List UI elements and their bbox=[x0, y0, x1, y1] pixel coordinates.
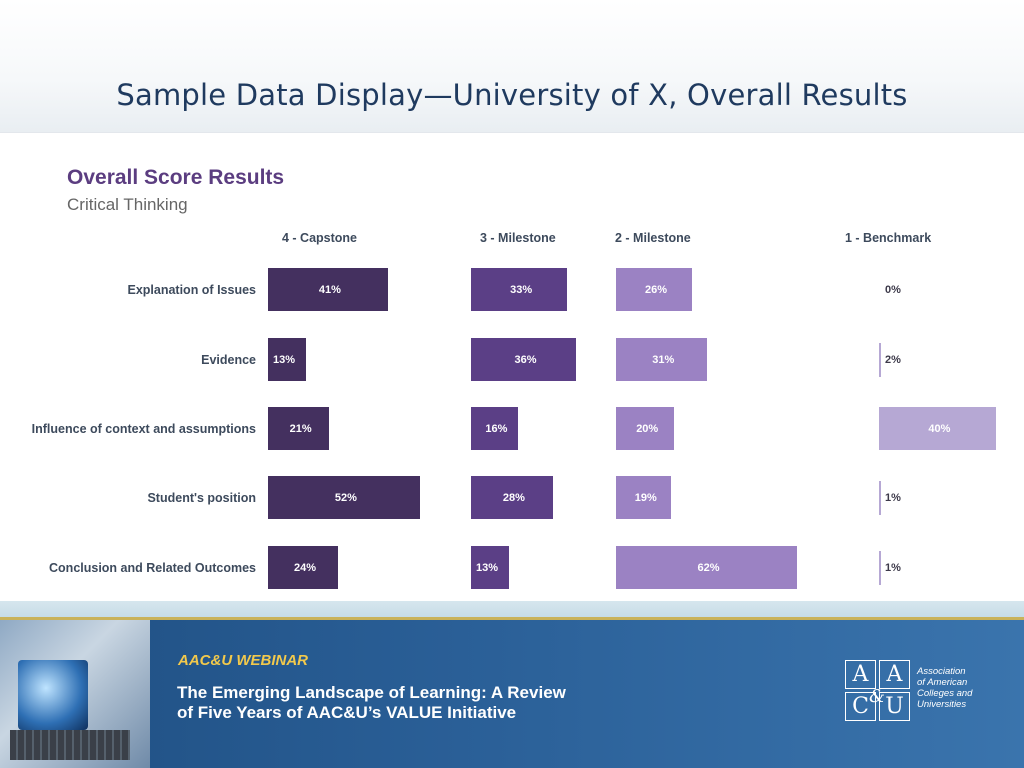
legend-2-milestone: 2 - Milestone bbox=[615, 231, 691, 245]
bar-4-capstone-explanation-of-issues bbox=[268, 268, 388, 311]
logo-letter-3: C bbox=[845, 692, 876, 721]
bar-1-benchmark-evidence bbox=[879, 343, 881, 377]
slide-title: Sample Data Display—University of X, Ove… bbox=[116, 78, 908, 112]
chart-subtitle: Critical Thinking bbox=[67, 195, 188, 214]
org-name-line-4: Universities bbox=[917, 699, 967, 710]
divider-band bbox=[0, 601, 1024, 619]
legend-1-benchmark: 1 - Benchmark bbox=[845, 231, 932, 245]
category-label-student-s-position: Student's position bbox=[147, 491, 256, 505]
data-label-3-milestone-student-s-position: 28% bbox=[502, 492, 525, 504]
category-label-evidence: Evidence bbox=[201, 353, 256, 367]
org-name-line-2: of American bbox=[917, 677, 968, 688]
bar-4-capstone-conclusion-and-related-outcomes bbox=[268, 546, 339, 589]
bar-2-milestone-influence-of-context-and-assumptions bbox=[616, 407, 675, 450]
data-label-4-capstone-conclusion-and-related-outcomes: 24% bbox=[294, 562, 317, 574]
globe-screen-icon bbox=[18, 660, 88, 730]
bar-4-capstone-evidence bbox=[268, 338, 306, 381]
slide-header bbox=[0, 0, 1024, 132]
logo-ampersand: & bbox=[869, 686, 886, 707]
bar-4-capstone-student-s-position bbox=[268, 476, 420, 519]
org-name: Association of American Colleges and Uni… bbox=[917, 666, 987, 710]
bar-3-milestone-explanation-of-issues bbox=[471, 268, 568, 311]
bar-2-milestone-evidence bbox=[616, 338, 707, 381]
data-label-3-milestone-evidence: 36% bbox=[514, 354, 537, 366]
logo-letter-4: U bbox=[879, 692, 910, 721]
bar-3-milestone-student-s-position bbox=[471, 476, 553, 519]
data-label-2-milestone-student-s-position: 19% bbox=[634, 492, 657, 504]
chart-title: Overall Score Results bbox=[67, 166, 285, 189]
divider-line bbox=[0, 617, 1024, 620]
data-label-2-milestone-influence-of-context-and-assumptions: 20% bbox=[636, 423, 659, 435]
data-label-3-milestone-explanation-of-issues: 33% bbox=[510, 284, 533, 296]
data-label-1-benchmark-influence-of-context-and-assumptions: 40% bbox=[928, 423, 951, 435]
data-label-1-benchmark-student-s-position: 1% bbox=[885, 492, 901, 504]
legend-4-capstone: 4 - Capstone bbox=[282, 231, 358, 245]
org-name-line-3: Colleges and bbox=[917, 688, 973, 699]
data-label-1-benchmark-conclusion-and-related-outcomes: 1% bbox=[885, 562, 901, 574]
data-label-1-benchmark-explanation-of-issues: 0% bbox=[885, 284, 901, 296]
webinar-title: The Emerging Landscape of Learning: A Re… bbox=[177, 683, 597, 723]
bar-4-capstone-influence-of-context-and-assumptions bbox=[268, 407, 330, 450]
category-label-explanation-of-issues: Explanation of Issues bbox=[127, 283, 256, 297]
webinar-tag: AAC&U WEBINAR bbox=[178, 652, 308, 669]
data-label-1-benchmark-evidence: 2% bbox=[885, 354, 901, 366]
data-label-2-milestone-evidence: 31% bbox=[652, 354, 675, 366]
aacu-logo: A A C U & bbox=[845, 660, 911, 722]
logo-letter-1: A bbox=[845, 660, 876, 689]
data-label-4-capstone-explanation-of-issues: 41% bbox=[318, 284, 341, 296]
bar-2-milestone-conclusion-and-related-outcomes bbox=[616, 546, 798, 589]
bar-1-benchmark-conclusion-and-related-outcomes bbox=[879, 551, 881, 585]
bar-3-milestone-conclusion-and-related-outcomes bbox=[471, 546, 509, 589]
webinar-title-line-2: of Five Years of AAC&U’s VALUE Initiativ… bbox=[177, 703, 517, 722]
webinar-title-line-1: The Emerging Landscape of Learning: A Re… bbox=[177, 683, 566, 702]
data-label-3-milestone-influence-of-context-and-assumptions: 16% bbox=[485, 423, 508, 435]
data-label-4-capstone-student-s-position: 52% bbox=[334, 492, 357, 504]
data-label-2-milestone-explanation-of-issues: 26% bbox=[644, 284, 667, 296]
category-label-conclusion-and-related-outcomes: Conclusion and Related Outcomes bbox=[49, 561, 256, 575]
data-label-4-capstone-influence-of-context-and-assumptions: 21% bbox=[289, 423, 312, 435]
bar-1-benchmark-student-s-position bbox=[879, 481, 881, 515]
category-label-influence-of-context-and-assumptions: Influence of context and assumptions bbox=[31, 422, 256, 436]
bar-2-milestone-explanation-of-issues bbox=[616, 268, 692, 311]
data-label-2-milestone-conclusion-and-related-outcomes: 62% bbox=[697, 562, 720, 574]
keyboard-icon bbox=[10, 730, 130, 760]
footer-photo bbox=[0, 620, 150, 768]
data-label-4-capstone-evidence: 13% bbox=[273, 354, 296, 366]
footer-banner bbox=[0, 620, 1024, 768]
org-name-line-1: Association bbox=[917, 666, 966, 677]
legend-3-milestone: 3 - Milestone bbox=[480, 231, 556, 245]
bar-3-milestone-evidence bbox=[471, 338, 577, 381]
logo-letter-2: A bbox=[879, 660, 910, 689]
bar-2-milestone-student-s-position bbox=[616, 476, 672, 519]
data-label-3-milestone-conclusion-and-related-outcomes: 13% bbox=[476, 562, 499, 574]
bar-3-milestone-influence-of-context-and-assumptions bbox=[471, 407, 518, 450]
bar-1-benchmark-influence-of-context-and-assumptions bbox=[879, 407, 996, 450]
